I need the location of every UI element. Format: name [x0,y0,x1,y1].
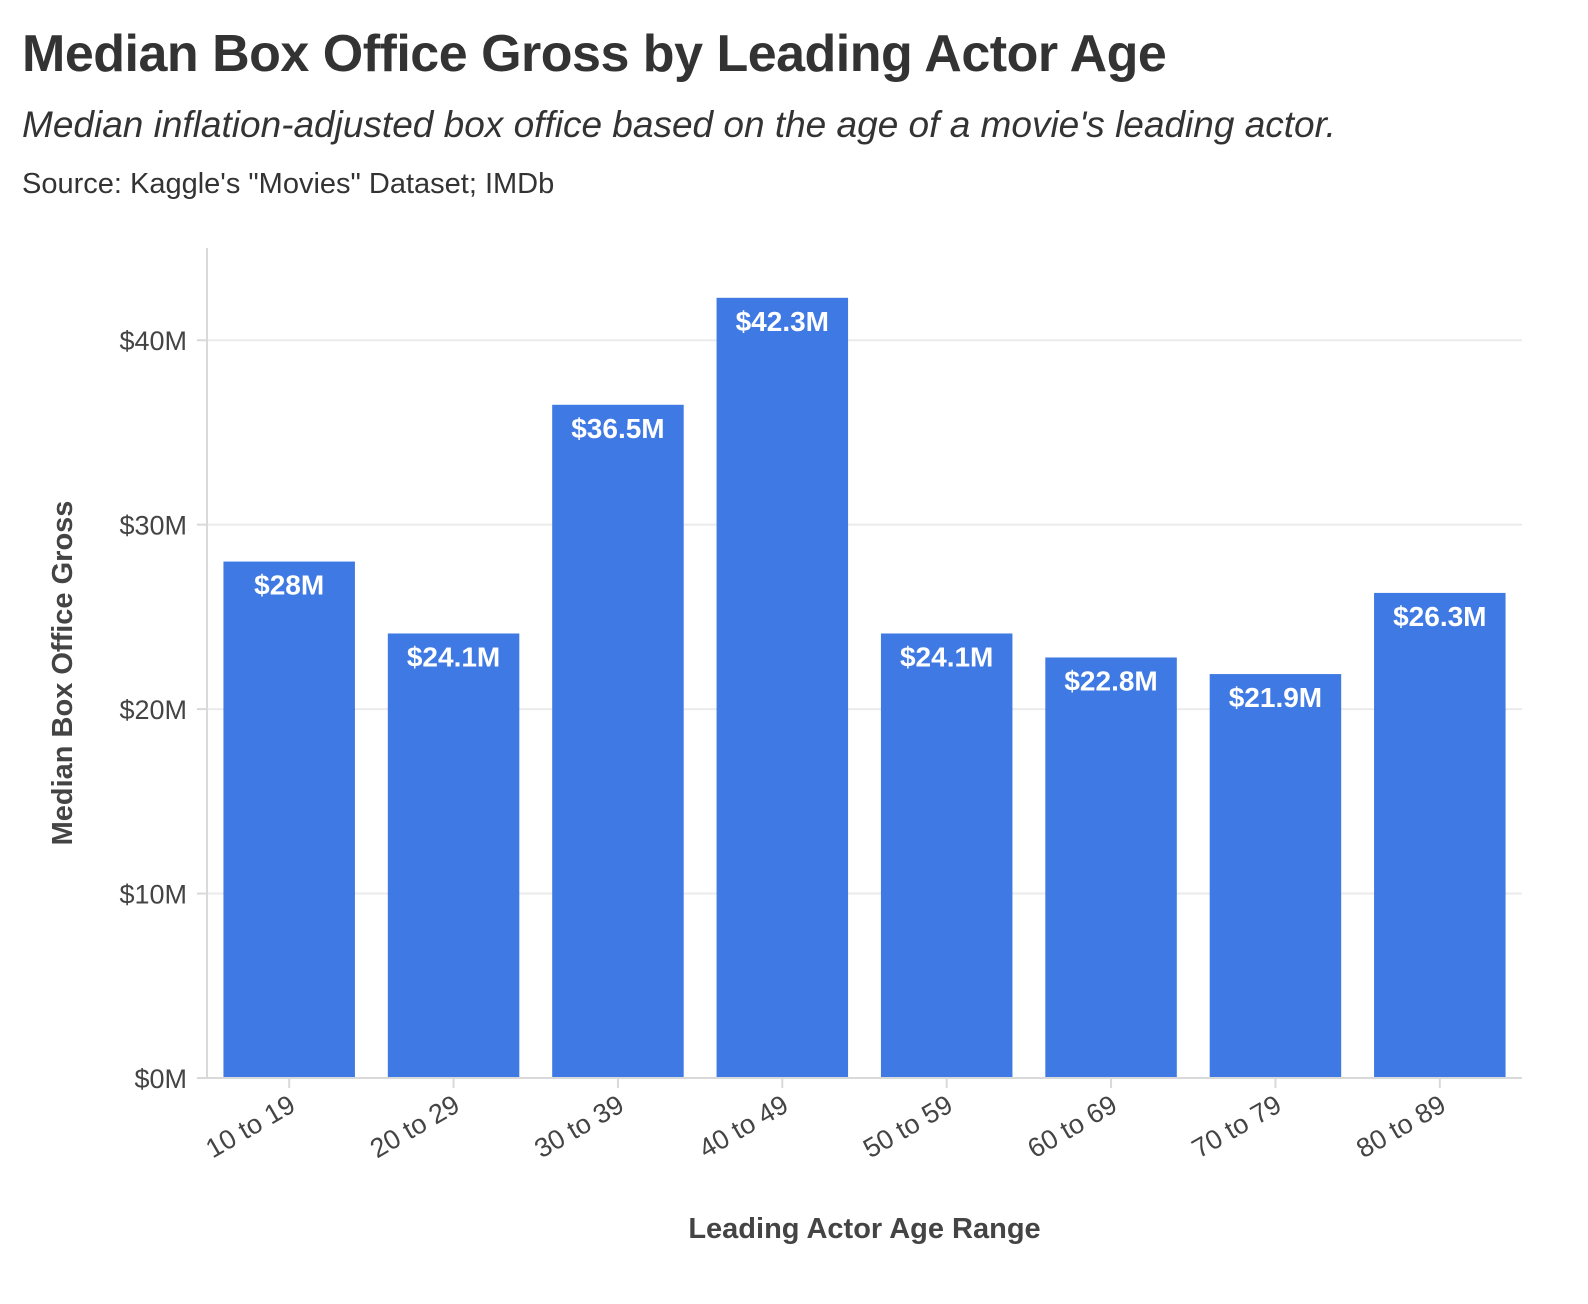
x-tick-label: 60 to 69 [1023,1089,1123,1164]
chart-title: Median Box Office Gross by Leading Actor… [22,25,1167,83]
bar [1045,657,1177,1078]
bar [716,297,849,1078]
x-tick-label: 10 to 19 [201,1089,301,1164]
x-tick-label: 20 to 29 [365,1089,465,1164]
bar-value-label: $26.3M [1393,601,1486,632]
bar-value-label: $24.1M [407,641,500,672]
y-tick-label: $30M [119,511,187,541]
bar [880,633,1013,1078]
y-axis-title: Median Box Office Gross [47,501,79,846]
axes [197,248,1522,1088]
x-tick-label: 70 to 79 [1187,1089,1287,1164]
bar [223,561,355,1078]
x-axis-title: Leading Actor Age Range [688,1213,1040,1245]
y-tick-label: $40M [119,326,187,356]
bar-value-label: $28M [254,570,324,601]
x-tick-label: 40 to 49 [694,1089,794,1164]
y-tick-label: $20M [119,695,187,725]
y-tick-label: $10M [119,880,187,910]
bar [552,404,684,1078]
chart-source-caption: Source: Kaggle's "Movies" Dataset; IMDb [22,168,555,200]
x-tick-label: 50 to 59 [858,1089,958,1164]
bar [1209,674,1342,1078]
bar-value-label: $22.8M [1064,665,1157,696]
bar-value-label: $24.1M [900,641,993,672]
bar-value-label: $21.9M [1229,682,1322,713]
x-tick-label: 30 to 39 [529,1089,629,1164]
chart-subtitle: Median inflation-adjusted box office bas… [22,104,1336,145]
x-tick-label: 80 to 89 [1351,1089,1451,1164]
bar [1374,592,1506,1078]
bars [223,297,1506,1078]
bar [387,633,520,1078]
bar-value-label: $36.5M [571,413,664,444]
bar-value-label: $42.3M [736,306,829,337]
y-tick-label: $0M [134,1064,187,1094]
